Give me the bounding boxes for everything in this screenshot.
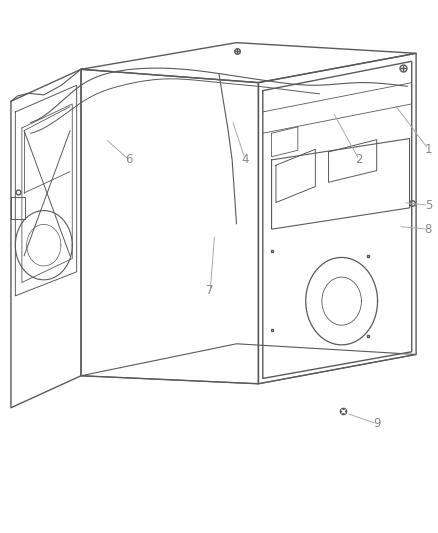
Text: 4: 4 <box>241 154 249 166</box>
Text: 8: 8 <box>425 223 432 236</box>
Text: 2: 2 <box>355 154 363 166</box>
Text: 6: 6 <box>125 154 133 166</box>
Text: 9: 9 <box>373 417 381 430</box>
Text: 1: 1 <box>424 143 432 156</box>
Text: 5: 5 <box>425 199 432 212</box>
Text: 7: 7 <box>206 284 214 297</box>
